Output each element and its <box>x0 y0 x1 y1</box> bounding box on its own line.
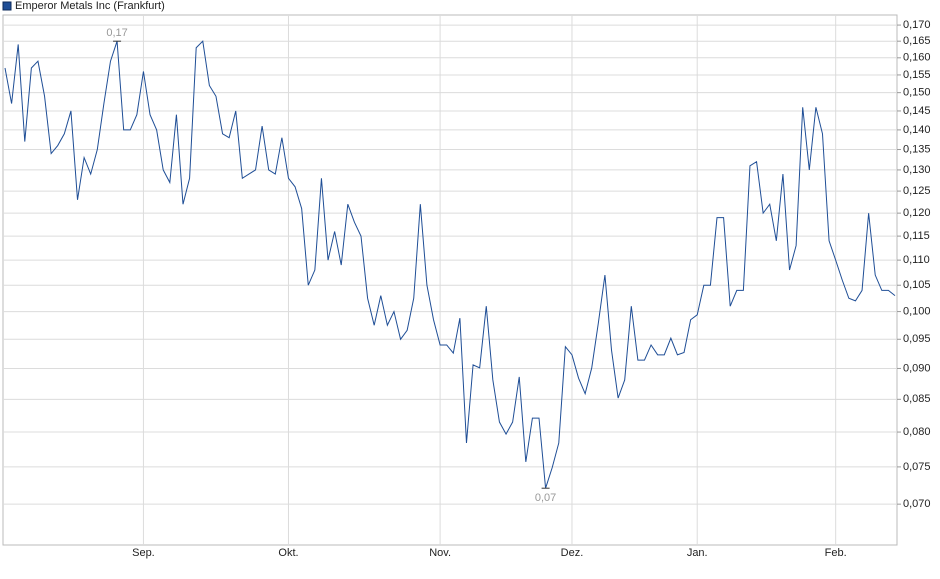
y-tick-label: 0,155 <box>903 69 931 81</box>
y-tick-label: 0,150 <box>903 87 931 99</box>
x-tick-label: Dez. <box>561 547 584 559</box>
y-tick-label: 0,085 <box>903 393 931 405</box>
y-tick-label: 0,120 <box>903 207 931 219</box>
y-tick-label: 0,145 <box>903 105 931 117</box>
y-tick-label: 0,095 <box>903 333 931 345</box>
y-tick-label: 0,140 <box>903 124 931 136</box>
x-tick-label: Okt. <box>278 547 298 559</box>
y-tick-label: 0,135 <box>903 143 931 155</box>
y-tick-label: 0,130 <box>903 164 931 176</box>
y-tick-label: 0,125 <box>903 185 931 197</box>
max-label: 0,17 <box>106 27 127 39</box>
y-tick-label: 0,075 <box>903 461 931 473</box>
min-label: 0,07 <box>535 492 556 504</box>
legend-swatch <box>2 1 12 11</box>
x-tick-label: Sep. <box>132 547 155 559</box>
y-tick-label: 0,110 <box>903 254 930 266</box>
y-tick-label: 0,090 <box>903 362 931 374</box>
y-tick-label: 0,080 <box>903 426 931 438</box>
y-tick-label: 0,170 <box>903 19 931 31</box>
plot-area <box>2 14 898 546</box>
y-tick-label: 0,165 <box>903 35 931 47</box>
y-tick-label: 0,070 <box>903 498 931 510</box>
y-tick-label: 0,100 <box>903 305 931 317</box>
x-tick-label: Feb. <box>825 547 847 559</box>
price-line <box>4 40 896 489</box>
y-tick-label: 0,105 <box>903 279 931 291</box>
y-tick-label: 0,115 <box>903 230 930 242</box>
legend-label: Emperor Metals Inc (Frankfurt) <box>15 0 165 12</box>
x-tick-label: Nov. <box>429 547 451 559</box>
y-tick-label: 0,160 <box>903 52 931 64</box>
x-tick-label: Jan. <box>687 547 708 559</box>
